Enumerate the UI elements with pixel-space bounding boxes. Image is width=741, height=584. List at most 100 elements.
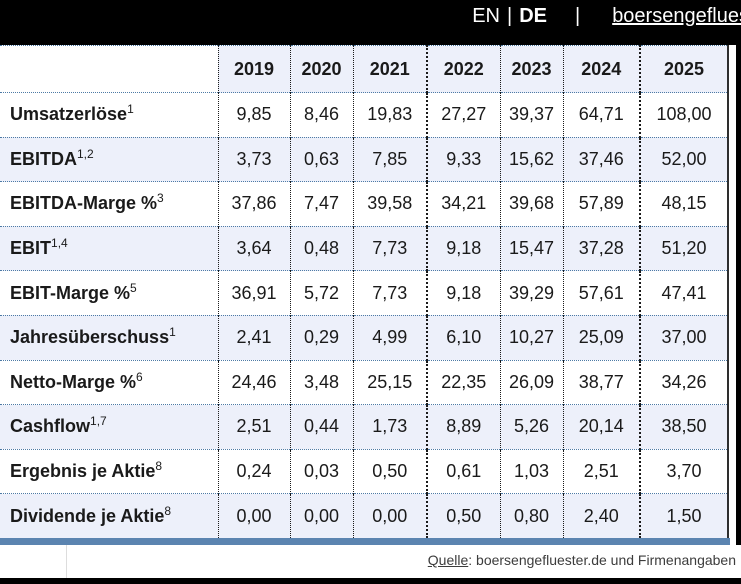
table-row: EBIT1,4 3,64 0,48 7,73 9,18 15,47 37,28 … bbox=[0, 225, 728, 271]
metric-label: Umsatzerlöse1 bbox=[0, 92, 218, 138]
metric-value: 24,46 bbox=[217, 359, 290, 405]
metric-value: 1,50 bbox=[639, 493, 728, 539]
table-row: Ergebnis je Aktie8 0,24 0,03 0,50 0,61 1… bbox=[0, 448, 728, 494]
source-link[interactable]: Quelle bbox=[427, 552, 469, 568]
metric-value: 0,63 bbox=[289, 136, 353, 182]
financials-table: 2019 2020 2021 2022 2023 2024 2025 Umsat… bbox=[0, 45, 729, 539]
metric-value: 7,73 bbox=[352, 225, 427, 271]
year-header: 2021 bbox=[352, 45, 427, 93]
year-header: 2019 bbox=[217, 45, 290, 93]
lang-switch-en[interactable]: EN bbox=[472, 5, 500, 27]
metric-value: 27,27 bbox=[426, 92, 500, 138]
footnote-superscript: 1,7 bbox=[90, 414, 107, 429]
table-body: Umsatzerlöse1 9,85 8,46 19,83 27,27 39,3… bbox=[0, 92, 728, 539]
metric-value: 38,77 bbox=[562, 359, 640, 405]
table-row: Jahresüberschuss1 2,41 0,29 4,99 6,10 10… bbox=[0, 314, 728, 361]
metric-label: Netto-Marge %6 bbox=[0, 359, 218, 405]
metric-value: 1,73 bbox=[352, 404, 427, 450]
metric-value: 0,80 bbox=[499, 493, 563, 539]
year-header: 2025 bbox=[639, 45, 728, 93]
year-header-row: 2019 2020 2021 2022 2023 2024 2025 bbox=[0, 45, 728, 93]
metric-value: 7,85 bbox=[352, 136, 427, 182]
table-row: Dividende je Aktie8 0,00 0,00 0,00 0,50 … bbox=[0, 493, 728, 539]
metric-value: 7,47 bbox=[289, 181, 353, 227]
header-separator: | bbox=[574, 5, 581, 27]
metric-value: 52,00 bbox=[639, 136, 728, 182]
metric-value: 38,50 bbox=[639, 404, 728, 450]
footnote-superscript: 1,2 bbox=[77, 146, 94, 161]
metric-value: 37,86 bbox=[217, 181, 290, 227]
metric-value: 0,29 bbox=[289, 314, 353, 361]
metric-value: 4,99 bbox=[352, 314, 427, 361]
metric-value: 34,21 bbox=[426, 181, 500, 227]
metric-value: 9,18 bbox=[426, 225, 500, 271]
metric-value: 0,50 bbox=[426, 493, 500, 539]
metric-value: 7,73 bbox=[352, 270, 427, 316]
metric-value: 36,91 bbox=[217, 270, 290, 316]
metric-value: 2,51 bbox=[562, 448, 640, 494]
corner-cell bbox=[0, 45, 218, 93]
metric-label: EBIT-Marge %5 bbox=[0, 270, 218, 316]
metric-value: 25,15 bbox=[352, 359, 427, 405]
metric-value: 2,51 bbox=[217, 404, 290, 450]
metric-value: 15,62 bbox=[499, 136, 563, 182]
metric-value: 8,46 bbox=[289, 92, 353, 138]
metric-value: 39,58 bbox=[352, 181, 427, 227]
footnote-superscript: 1 bbox=[169, 325, 176, 340]
metric-value: 47,41 bbox=[639, 270, 728, 316]
table-row: EBIT-Marge %5 36,91 5,72 7,73 9,18 39,29… bbox=[0, 270, 728, 316]
metric-value: 0,44 bbox=[289, 404, 353, 450]
metric-value: 0,24 bbox=[217, 448, 290, 494]
metric-value: 3,64 bbox=[217, 225, 290, 271]
year-header: 2020 bbox=[289, 45, 353, 93]
metric-value: 9,33 bbox=[426, 136, 500, 182]
table-row: Cashflow1,7 2,51 0,44 1,73 8,89 5,26 20,… bbox=[0, 404, 728, 450]
metric-value: 10,27 bbox=[499, 314, 563, 361]
top-bar: EN | DE | boersengefluester.de bbox=[0, 0, 741, 45]
source-footer: Quelle: boersengefluester.de und Firmena… bbox=[0, 545, 741, 578]
metric-value: 9,18 bbox=[426, 270, 500, 316]
metric-value: 64,71 bbox=[562, 92, 640, 138]
metric-value: 37,28 bbox=[562, 225, 640, 271]
metric-value: 48,15 bbox=[639, 181, 728, 227]
metric-value: 8,89 bbox=[426, 404, 500, 450]
metric-label: Dividende je Aktie8 bbox=[0, 493, 218, 539]
footnote-superscript: 8 bbox=[164, 503, 172, 518]
metric-value: 0,00 bbox=[217, 493, 290, 539]
metric-value: 20,14 bbox=[562, 404, 640, 450]
metric-label: EBITDA1,2 bbox=[0, 136, 218, 182]
financials-table-container: 2019 2020 2021 2022 2023 2024 2025 Umsat… bbox=[0, 45, 736, 547]
metric-value: 34,26 bbox=[639, 359, 728, 405]
metric-value: 37,46 bbox=[562, 136, 640, 182]
footnote-superscript: 6 bbox=[136, 369, 143, 384]
site-link[interactable]: boersengefluester.de bbox=[612, 5, 741, 27]
metric-value: 19,83 bbox=[352, 92, 427, 138]
metric-value: 5,26 bbox=[499, 404, 563, 450]
metric-value: 57,61 bbox=[562, 270, 640, 316]
metric-value: 39,37 bbox=[499, 92, 563, 138]
footnote-superscript: 5 bbox=[130, 280, 137, 295]
metric-value: 2,41 bbox=[217, 314, 290, 361]
metric-label: EBIT1,4 bbox=[0, 225, 218, 271]
table-row: EBITDA-Marge %3 37,86 7,47 39,58 34,21 3… bbox=[0, 181, 728, 227]
footnote-superscript: 1,4 bbox=[51, 236, 68, 251]
metric-value: 3,70 bbox=[639, 448, 728, 494]
footnote-superscript: 1 bbox=[127, 102, 134, 117]
footnote-superscript: 8 bbox=[155, 459, 163, 474]
metric-value: 26,09 bbox=[499, 359, 563, 405]
metric-value: 5,72 bbox=[289, 270, 353, 316]
metric-value: 51,20 bbox=[639, 225, 728, 271]
metric-value: 6,10 bbox=[426, 314, 500, 361]
metric-value: 0,61 bbox=[426, 448, 500, 494]
metric-label: EBITDA-Marge %3 bbox=[0, 181, 218, 227]
table-row: Netto-Marge %6 24,46 3,48 25,15 22,35 26… bbox=[0, 359, 728, 405]
metric-value: 0,03 bbox=[289, 448, 353, 494]
metric-value: 37,00 bbox=[639, 314, 728, 361]
metric-value: 39,29 bbox=[499, 270, 563, 316]
metric-value: 2,40 bbox=[562, 493, 640, 539]
metric-label: Ergebnis je Aktie8 bbox=[0, 448, 218, 494]
source-text: : boersengefluester.de und Firmenangaben bbox=[468, 552, 736, 568]
table-row: EBITDA1,2 3,73 0,63 7,85 9,33 15,62 37,4… bbox=[0, 136, 728, 182]
lang-switch-de[interactable]: DE bbox=[519, 5, 547, 27]
metric-label: Cashflow1,7 bbox=[0, 404, 218, 450]
